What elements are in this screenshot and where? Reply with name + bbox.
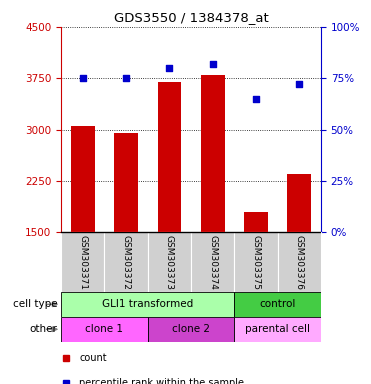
Bar bbox=[191, 232, 234, 292]
Text: GLI1 transformed: GLI1 transformed bbox=[102, 299, 193, 310]
Text: GSM303371: GSM303371 bbox=[78, 235, 87, 290]
Text: GSM303375: GSM303375 bbox=[252, 235, 260, 290]
Title: GDS3550 / 1384378_at: GDS3550 / 1384378_at bbox=[114, 11, 269, 24]
Point bbox=[296, 81, 302, 88]
Bar bbox=[105, 232, 148, 292]
Text: GSM303374: GSM303374 bbox=[208, 235, 217, 290]
Bar bbox=[234, 292, 321, 317]
Bar bbox=[61, 317, 148, 342]
Text: GSM303372: GSM303372 bbox=[122, 235, 131, 290]
Text: control: control bbox=[259, 299, 296, 310]
Bar bbox=[148, 317, 234, 342]
Point bbox=[80, 75, 86, 81]
Text: parental cell: parental cell bbox=[245, 324, 310, 334]
Point bbox=[123, 75, 129, 81]
Text: clone 1: clone 1 bbox=[85, 324, 124, 334]
Point bbox=[210, 61, 216, 67]
Point bbox=[167, 65, 173, 71]
Bar bbox=[234, 317, 321, 342]
Bar bbox=[288, 174, 311, 232]
Bar bbox=[71, 126, 95, 232]
Bar bbox=[158, 82, 181, 232]
Text: other: other bbox=[30, 324, 58, 334]
Bar bbox=[234, 232, 278, 292]
Text: cell type: cell type bbox=[13, 299, 58, 310]
Bar bbox=[61, 232, 105, 292]
Bar bbox=[244, 212, 268, 232]
Text: GSM303373: GSM303373 bbox=[165, 235, 174, 290]
Point bbox=[253, 96, 259, 102]
Text: GSM303376: GSM303376 bbox=[295, 235, 304, 290]
Text: percentile rank within the sample: percentile rank within the sample bbox=[79, 378, 244, 384]
Text: clone 2: clone 2 bbox=[172, 324, 210, 334]
Text: count: count bbox=[79, 353, 107, 363]
Bar bbox=[114, 133, 138, 232]
Bar bbox=[148, 232, 191, 292]
Bar bbox=[201, 75, 224, 232]
Bar bbox=[278, 232, 321, 292]
Bar bbox=[61, 292, 234, 317]
